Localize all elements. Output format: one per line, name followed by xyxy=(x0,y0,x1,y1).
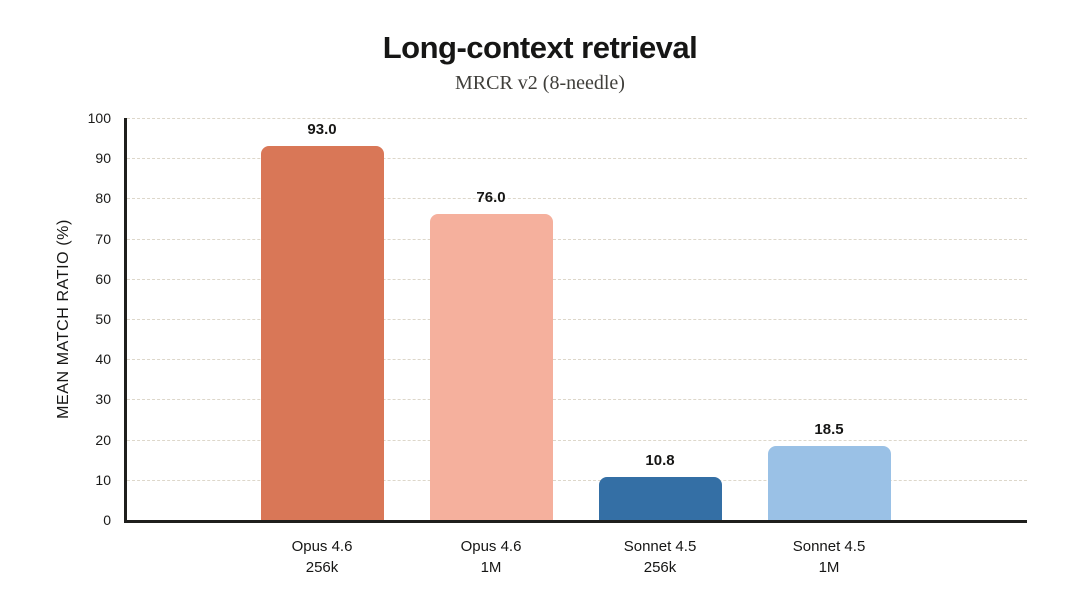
gridline-y-10 xyxy=(127,479,1027,481)
bar-value-label: 93.0 xyxy=(307,121,337,138)
x-category-label-line: 1M xyxy=(480,559,502,576)
y-tick-20: 20 xyxy=(95,431,111,448)
gridline-y-80 xyxy=(127,198,1027,200)
x-category-label: Opus 4.6 1M xyxy=(461,536,522,578)
gridline-y-100 xyxy=(127,118,1027,119)
x-axis-line xyxy=(124,520,1027,523)
x-category-label-line: 256k xyxy=(305,559,339,576)
x-category-label: Sonnet 4.5 1M xyxy=(793,536,866,578)
gridline-y-30 xyxy=(127,399,1027,401)
bar-sonnet-4-5-256k xyxy=(598,477,722,520)
y-tick-80: 80 xyxy=(95,190,111,207)
bar-value-label: 10.8 xyxy=(645,452,675,469)
gridline-y-60 xyxy=(127,278,1027,280)
x-category-label-line: Opus 4.6 xyxy=(291,538,353,555)
y-tick-30: 30 xyxy=(95,391,111,408)
gridline-y-70 xyxy=(127,238,1027,240)
gridline-y-50 xyxy=(127,319,1027,320)
gridline-y-40 xyxy=(127,359,1027,361)
gridline-y-20 xyxy=(127,439,1027,441)
bar-value-label: 18.5 xyxy=(814,421,844,438)
bar-value-label: 76.0 xyxy=(476,189,506,206)
y-tick-50: 50 xyxy=(95,311,111,327)
x-category-label-line: 256k xyxy=(643,559,677,576)
chart-subtitle: MRCR v2 (8-needle) xyxy=(455,72,625,94)
x-category-label-line: 1M xyxy=(818,559,840,576)
y-tick-0: 0 xyxy=(103,512,111,528)
chart-title: Long-context retrieval xyxy=(382,30,698,65)
y-axis-line xyxy=(124,118,127,523)
x-category-label: Sonnet 4.5 256k xyxy=(624,536,697,578)
y-tick-60: 60 xyxy=(95,270,111,287)
y-tick-70: 70 xyxy=(95,230,111,247)
y-tick-100: 100 xyxy=(87,110,111,126)
bar-sonnet-4-5-1m xyxy=(767,446,891,520)
x-category-label-line: Sonnet 4.5 xyxy=(623,538,697,555)
x-category-label-line: Sonnet 4.5 xyxy=(792,538,866,555)
y-tick-10: 10 xyxy=(95,471,111,488)
y-tick-90: 90 xyxy=(95,150,111,167)
bar-opus-4-6-1m xyxy=(429,214,553,520)
plot-area: 93.0 76.0 10.8 18.5 xyxy=(124,118,1027,523)
gridline-y-90 xyxy=(127,158,1027,160)
x-category-label: Opus 4.6 256k xyxy=(292,536,353,578)
bar-opus-4-6-256k xyxy=(260,146,384,520)
x-category-label-line: Opus 4.6 xyxy=(460,538,522,555)
y-tick-40: 40 xyxy=(95,351,111,368)
